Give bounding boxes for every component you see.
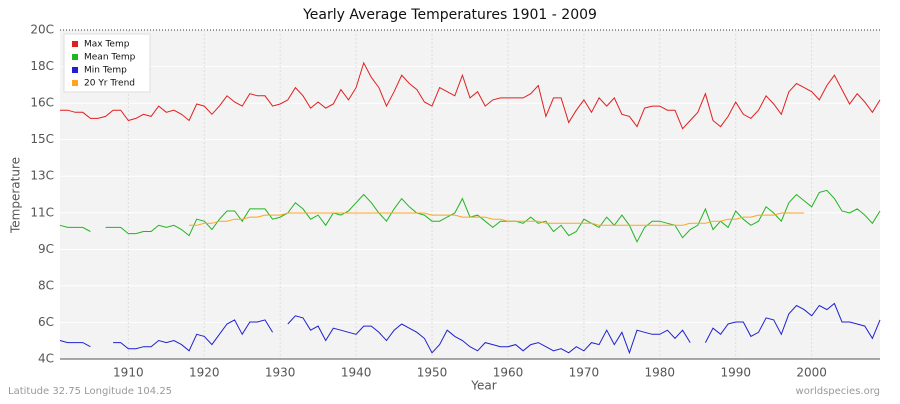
legend-label: Max Temp <box>84 40 130 50</box>
y-tick-label: 11C <box>30 205 54 219</box>
x-tick-label: 1920 <box>189 366 220 380</box>
legend-swatch <box>72 67 78 73</box>
chart-title: Yearly Average Temperatures 1901 - 2009 <box>302 7 597 23</box>
footer-right: worldspecies.org <box>796 386 880 397</box>
x-tick-label: 1980 <box>645 366 676 380</box>
legend-swatch <box>72 41 78 47</box>
legend-box <box>63 33 151 93</box>
series-line <box>60 61 881 130</box>
x-tick-label: 2000 <box>796 366 827 380</box>
y-tick-label: 4C <box>38 352 54 366</box>
x-axis-label: Year <box>470 379 496 393</box>
legend-swatch <box>72 54 78 60</box>
legend-swatch <box>72 80 78 86</box>
series-line <box>59 302 881 355</box>
y-tick-label: 15C <box>30 132 54 146</box>
y-tick-label: 13C <box>30 169 54 183</box>
y-tick-label: 6C <box>38 315 54 329</box>
y-tick-label: 9C <box>38 242 54 256</box>
x-tick-label: 1910 <box>113 366 144 380</box>
legend-label: Min Temp <box>84 66 127 76</box>
x-tick-label: 1990 <box>720 366 751 380</box>
x-tick-label: 1970 <box>569 366 600 380</box>
legend-label: 20 Yr Trend <box>84 79 135 89</box>
series-line <box>189 212 805 226</box>
footer-left: Latitude 32.75 Longitude 104.25 <box>8 386 172 397</box>
x-tick-label: 1940 <box>341 366 372 380</box>
plot-area <box>60 30 880 359</box>
y-tick-label: 20C <box>30 23 54 37</box>
y-tick-label: 18C <box>30 59 54 73</box>
x-tick-label: 1950 <box>417 366 448 380</box>
x-tick-label: 1930 <box>265 366 296 380</box>
y-tick-label: 8C <box>38 278 54 292</box>
y-tick-label: 16C <box>30 96 54 110</box>
legend-label: Mean Temp <box>84 53 136 63</box>
x-tick-label: 1960 <box>493 366 524 380</box>
series-line <box>59 189 881 243</box>
y-axis-label: Temperature <box>9 157 23 234</box>
